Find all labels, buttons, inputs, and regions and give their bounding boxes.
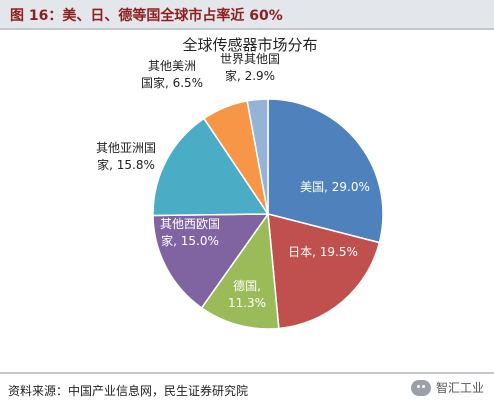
pie-slice-3 [200, 211, 280, 330]
figure-label: 图 16：美、日、德等国全球市占率近 60% [10, 8, 283, 24]
slice-label-2: 日本, 19.5% [288, 245, 358, 259]
pie-labels: 美国, 29.0% 日本, 19.5% 德国, 11.3% 其他西欧国家, 15.0% 其… [96, 52, 370, 310]
figure-header: 图 16：美、日、德等国全球市占率近 60% [0, 0, 494, 30]
pie-slice-7 [246, 98, 269, 215]
slice-label-4: 其他西欧国家, 15.0% [160, 217, 220, 248]
pie-slice-5 [152, 117, 270, 217]
pie-slice-1 [267, 98, 384, 244]
source-note: 资料来源：中国产业信息网，民生证券研究院 [8, 384, 249, 398]
watermark-text: 智汇工业 [435, 381, 484, 395]
slice-label-7: 世界其他国家, 2.9% [220, 52, 280, 83]
pie-slices [152, 98, 384, 330]
footer: 资料来源：中国产业信息网，民生证券研究院 智汇工业 [0, 372, 494, 404]
chart-title: 全球传感器市场分布 [182, 36, 317, 54]
slice-label-3: 德国, 11.3% [228, 278, 266, 310]
pie-slice-4 [152, 213, 270, 309]
pie-slice-2 [267, 213, 381, 330]
wechat-icon [410, 379, 431, 396]
pie-chart: 全球传感器市场分布 美国, 29.0% 日本, 19.5% 德国, 11.3% 其他西欧… [96, 36, 384, 330]
slice-label-6: 其他美洲国家, 6.5% [141, 59, 203, 90]
watermark: 智汇工业 [410, 379, 484, 396]
slice-label-5: 其他亚洲国家, 15.8% [96, 141, 156, 172]
slice-label-1: 美国, 29.0% [300, 180, 370, 194]
